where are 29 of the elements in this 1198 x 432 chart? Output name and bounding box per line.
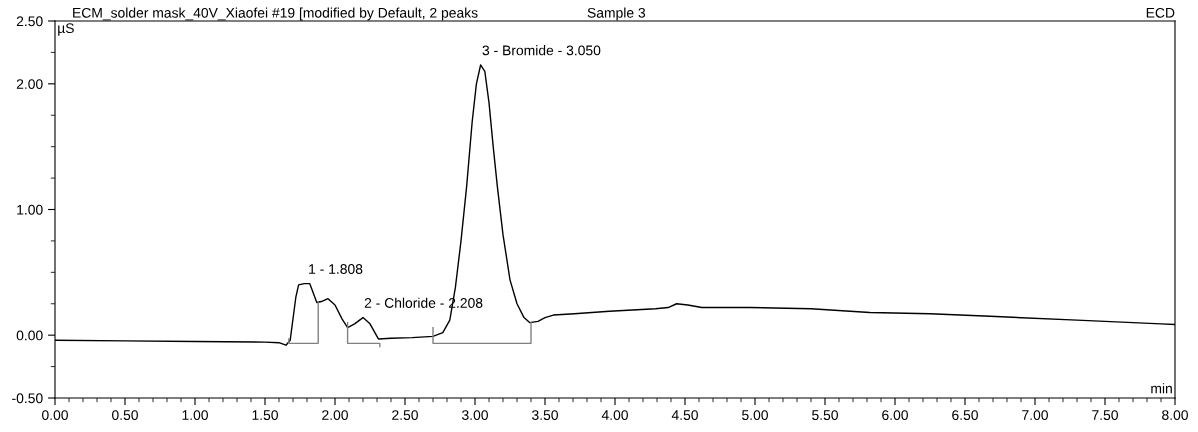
x-tick-label: 3.00 — [462, 410, 488, 421]
y-tick-label: 2.00 — [16, 79, 43, 89]
x-tick-label: 4.50 — [671, 410, 698, 421]
x-tick-label: 0.00 — [42, 410, 68, 421]
chart-subtitle: Sample 3 — [587, 7, 646, 21]
y-axis-title: µS — [58, 23, 74, 36]
x-tick-label: 7.00 — [1022, 410, 1048, 421]
y-tick-label: -0.50 — [12, 393, 43, 404]
x-tick-label: 0.50 — [112, 410, 138, 421]
x-tick-label: 7.50 — [1092, 410, 1118, 421]
annotation: 3 - Bromide - 3.050 — [482, 45, 601, 56]
annotation: 1 - 1.808 — [309, 264, 363, 274]
x-tick-label: 2.00 — [322, 410, 348, 421]
x-tick-label: 5.00 — [742, 410, 768, 421]
x-tick-label: 3.50 — [532, 410, 558, 421]
text: ECD — [1146, 7, 1175, 18]
y-tick-label: 0.00 — [16, 330, 43, 341]
x-tick-label: 2.50 — [392, 410, 418, 421]
y-tick-label: 2.50 — [16, 16, 43, 27]
x-tick-label: 6.00 — [882, 410, 908, 421]
x-tick-label: 5.50 — [812, 410, 838, 421]
x-tick-label: 8.00 — [1162, 410, 1188, 421]
x-axis-title: min — [1151, 383, 1172, 394]
y-tick-label: 1.00 — [17, 204, 43, 215]
x-tick-label: 6.50 — [952, 410, 978, 421]
x-tick-label: 1.50 — [252, 410, 278, 421]
x-tick-label: 4.00 — [601, 410, 628, 421]
x-tick-label: 1.00 — [182, 410, 208, 421]
chart-title: ECM_solder mask_40V_Xiaofei #19 [modified by Default, 2 peaks — [73, 7, 478, 21]
